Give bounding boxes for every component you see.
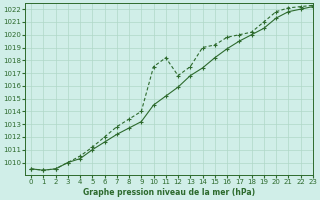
X-axis label: Graphe pression niveau de la mer (hPa): Graphe pression niveau de la mer (hPa) <box>83 188 255 197</box>
